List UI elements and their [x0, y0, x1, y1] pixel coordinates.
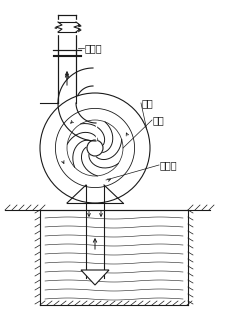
Text: 吸入管: 吸入管: [160, 160, 178, 170]
Polygon shape: [81, 270, 109, 285]
Circle shape: [40, 93, 150, 203]
Text: 叶轮: 叶轮: [153, 115, 165, 125]
Circle shape: [87, 140, 103, 156]
Text: 排出管: 排出管: [85, 43, 103, 53]
Text: 泵体: 泵体: [142, 98, 154, 108]
